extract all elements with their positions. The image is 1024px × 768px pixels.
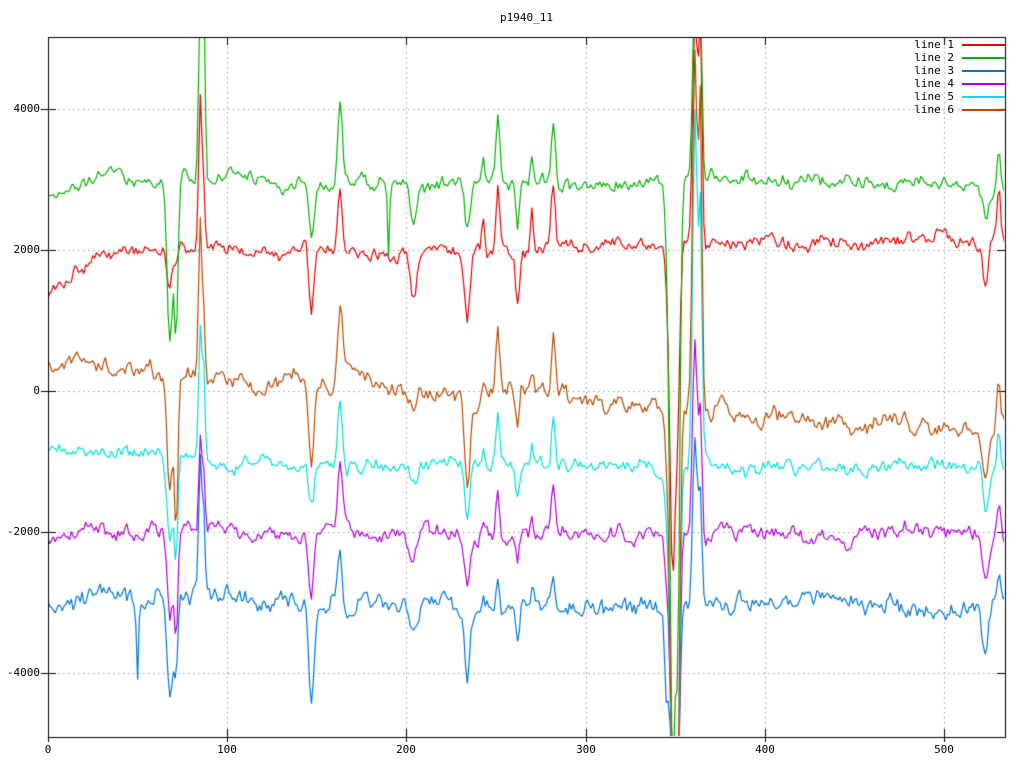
legend-color-line	[962, 43, 1005, 46]
y-tick-label: 2000	[13, 243, 41, 256]
legend-item: line 6	[914, 103, 1005, 116]
y-tick-label: -4000	[6, 666, 40, 679]
legend-color-line	[962, 82, 1005, 85]
legend-label: line 5	[914, 90, 954, 103]
y-tick-label: 0	[33, 384, 40, 397]
legend-color-line	[962, 108, 1005, 111]
legend-item: line 1	[914, 38, 1005, 51]
chart-title: p1940_11	[500, 11, 553, 24]
legend-item: line 3	[914, 64, 1005, 77]
legend-label: line 1	[914, 38, 954, 51]
legend-color-line	[962, 56, 1005, 59]
x-tick-label: 0	[44, 743, 52, 756]
y-tick-label: -2000	[6, 525, 40, 538]
legend: line 1 line 2 line 3 line 4 line 5 line 6	[914, 38, 1005, 116]
legend-label: line 6	[914, 103, 954, 116]
legend-color-line	[962, 69, 1005, 72]
x-tick-label: 100	[217, 743, 237, 756]
y-tick-label: 4000	[13, 102, 41, 115]
legend-color-line	[962, 95, 1005, 98]
legend-item: line 2	[914, 51, 1005, 64]
x-tick-label: 400	[755, 743, 775, 756]
legend-label: line 3	[914, 64, 954, 77]
legend-label: line 2	[914, 51, 954, 64]
x-tick-label: 500	[934, 743, 954, 756]
legend-label: line 4	[914, 77, 954, 90]
x-tick-label: 200	[396, 743, 416, 756]
x-tick-label: 300	[576, 743, 596, 756]
legend-item: line 5	[914, 90, 1005, 103]
legend-item: line 4	[914, 77, 1005, 90]
